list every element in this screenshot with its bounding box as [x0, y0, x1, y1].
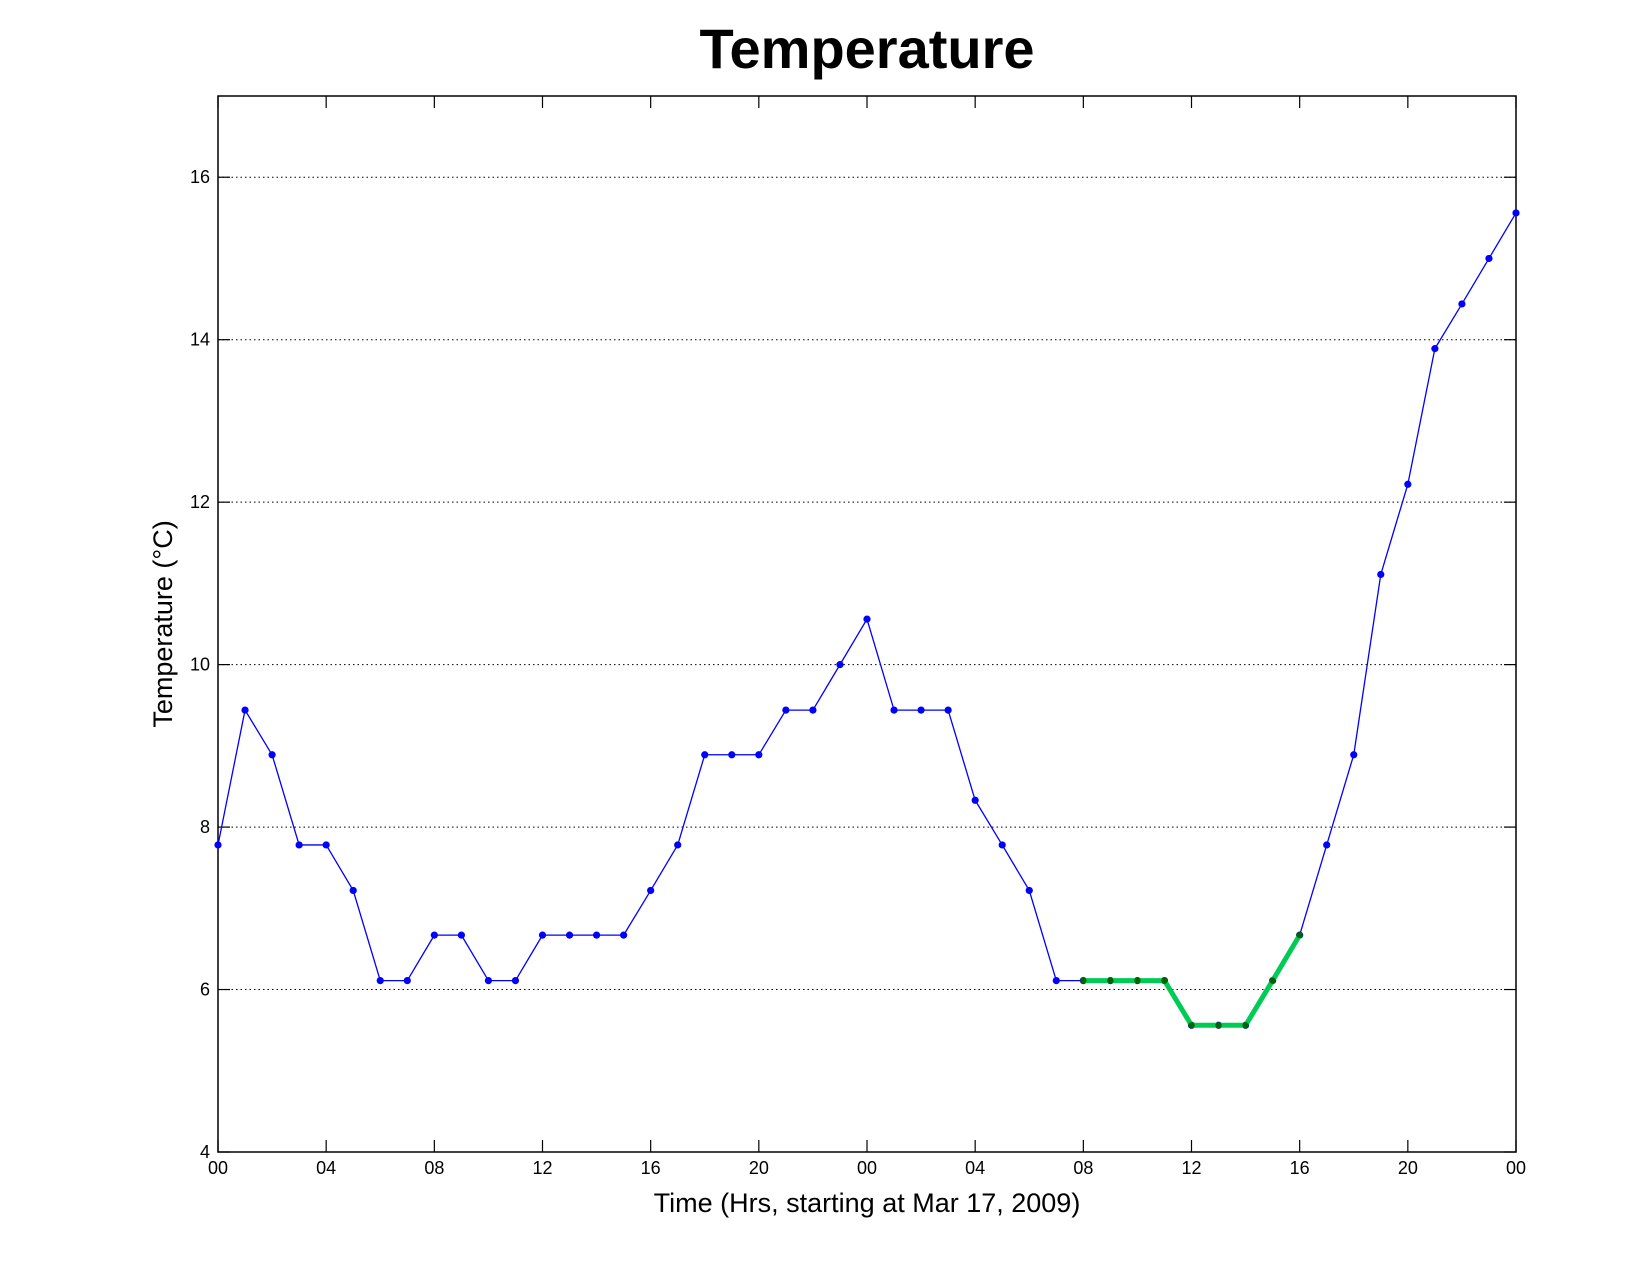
data-point [674, 841, 682, 849]
data-series [214, 209, 1520, 1029]
x-tick-label: 12 [1181, 1158, 1201, 1178]
data-point [214, 841, 222, 849]
data-point [647, 886, 655, 895]
plot-area-frame [217, 95, 1517, 1153]
data-point [295, 841, 303, 849]
highlight-data-point [1296, 931, 1303, 939]
highlight-data-point [1242, 1022, 1249, 1029]
x-tick-label: 16 [1290, 1158, 1310, 1178]
data-point [701, 751, 709, 759]
highlight-data-point [1269, 977, 1276, 984]
y-tick-label: 12 [190, 492, 210, 512]
x-tick-label: 20 [749, 1158, 769, 1178]
x-tick-label: 08 [1073, 1158, 1093, 1178]
data-point [1350, 751, 1358, 759]
y-tick-label: 10 [190, 655, 210, 675]
x-tick-label: 00 [1506, 1158, 1526, 1178]
data-point [1025, 886, 1033, 895]
chart-title: Temperature [699, 17, 1034, 80]
data-point [322, 841, 330, 849]
data-point [430, 931, 438, 939]
data-point [349, 886, 357, 895]
data-point [1323, 841, 1331, 849]
y-tick-label: 6 [200, 980, 210, 1000]
y-tick-label: 16 [190, 167, 210, 187]
data-point [755, 751, 763, 759]
x-tick-label: 08 [424, 1158, 444, 1178]
data-point [1512, 209, 1520, 217]
y-tick-label: 14 [190, 330, 210, 350]
data-point [1404, 480, 1412, 488]
highlight-data-point [1215, 1022, 1222, 1029]
data-point [484, 977, 493, 985]
data-point [1458, 300, 1466, 308]
y-tick-label: 8 [200, 817, 210, 837]
highlight-data-point [1134, 977, 1141, 984]
data-point [728, 751, 736, 759]
data-point [538, 931, 547, 939]
data-point [376, 977, 384, 985]
data-point [1431, 345, 1439, 353]
data-point [403, 977, 411, 985]
data-point [971, 796, 979, 804]
data-point [809, 706, 817, 714]
highlight-data-point [1080, 977, 1087, 984]
y-axis-label: Temperature (°C) [148, 520, 178, 727]
data-point [565, 931, 574, 939]
data-point [917, 706, 925, 714]
data-point [592, 931, 601, 939]
data-point [620, 931, 628, 939]
data-point [268, 751, 276, 759]
x-tick-label: 04 [965, 1158, 985, 1178]
data-point [998, 841, 1006, 849]
y-tick-labels: 4 6 8 10 12 14 16 [190, 167, 210, 1162]
x-tick-label: 00 [857, 1158, 877, 1178]
highlight-data-point [1161, 977, 1168, 984]
data-point [1052, 977, 1060, 985]
data-point [1377, 570, 1385, 579]
data-point [457, 931, 465, 939]
data-point [863, 615, 871, 623]
x-tick-label: 04 [316, 1158, 336, 1178]
x-tick-label: 00 [208, 1158, 228, 1178]
x-tick-label: 20 [1398, 1158, 1418, 1178]
data-point [782, 706, 790, 714]
x-tick-label: 12 [532, 1158, 552, 1178]
highlight-data-point [1188, 1022, 1195, 1029]
data-point [1485, 254, 1493, 263]
y-tick-label: 4 [200, 1142, 210, 1162]
x-tick-label: 16 [641, 1158, 661, 1178]
highlight-data-point [1107, 977, 1114, 984]
highlight-series-line [1083, 933, 1302, 1028]
data-point [890, 706, 898, 714]
data-point [241, 706, 249, 714]
grid-lines [218, 176, 1516, 991]
data-point [836, 661, 844, 669]
data-point [511, 977, 520, 985]
data-point [944, 706, 952, 714]
axis-ticks [217, 96, 1517, 1153]
x-tick-labels: 00 04 08 12 16 20 00 04 08 12 16 20 00 [208, 1158, 1526, 1178]
x-axis-label: Time (Hrs, starting at Mar 17, 2009) [654, 1188, 1081, 1218]
